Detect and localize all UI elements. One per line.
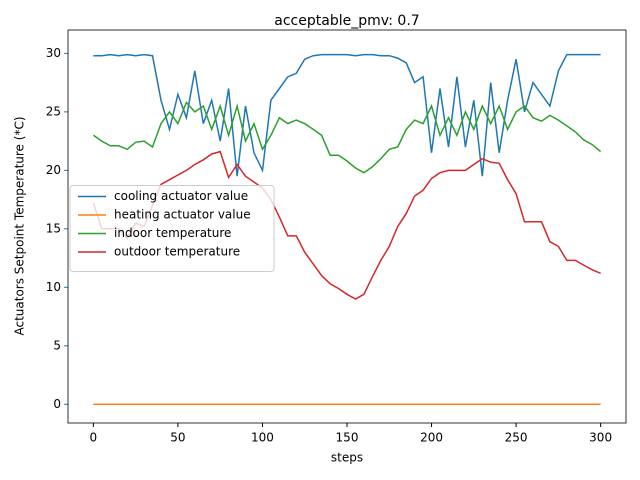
x-tick-label: 150 (336, 431, 359, 445)
x-tick-label: 100 (251, 431, 274, 445)
y-tick-label: 20 (46, 163, 61, 177)
x-tick-label: 50 (170, 431, 185, 445)
x-tick-label: 0 (90, 431, 98, 445)
y-tick-label: 25 (46, 104, 61, 118)
legend-box (69, 185, 275, 272)
y-tick-label: 5 (53, 338, 61, 352)
legend-label: indoor temperature (114, 226, 231, 240)
chart-title: acceptable_pmv: 0.7 (274, 13, 419, 29)
legend-label: cooling actuator value (114, 189, 248, 203)
y-tick-label: 0 (53, 397, 61, 411)
x-tick-label: 300 (589, 431, 612, 445)
y-tick-label: 10 (46, 280, 61, 294)
y-tick-label: 30 (46, 46, 61, 60)
series-line (92, 150, 601, 300)
x-tick-label: 250 (505, 431, 528, 445)
legend-label: heating actuator value (114, 208, 251, 222)
x-axis-label: steps (331, 451, 363, 465)
series-line (93, 53, 601, 177)
y-axis-label: Actuators Setpoint Temperature (*C) (13, 117, 27, 336)
plot-frame (67, 29, 627, 424)
series-line (92, 101, 602, 174)
y-tick-label: 15 (46, 221, 61, 235)
legend-label: outdoor temperature (114, 245, 240, 259)
x-tick-label: 200 (420, 431, 443, 445)
